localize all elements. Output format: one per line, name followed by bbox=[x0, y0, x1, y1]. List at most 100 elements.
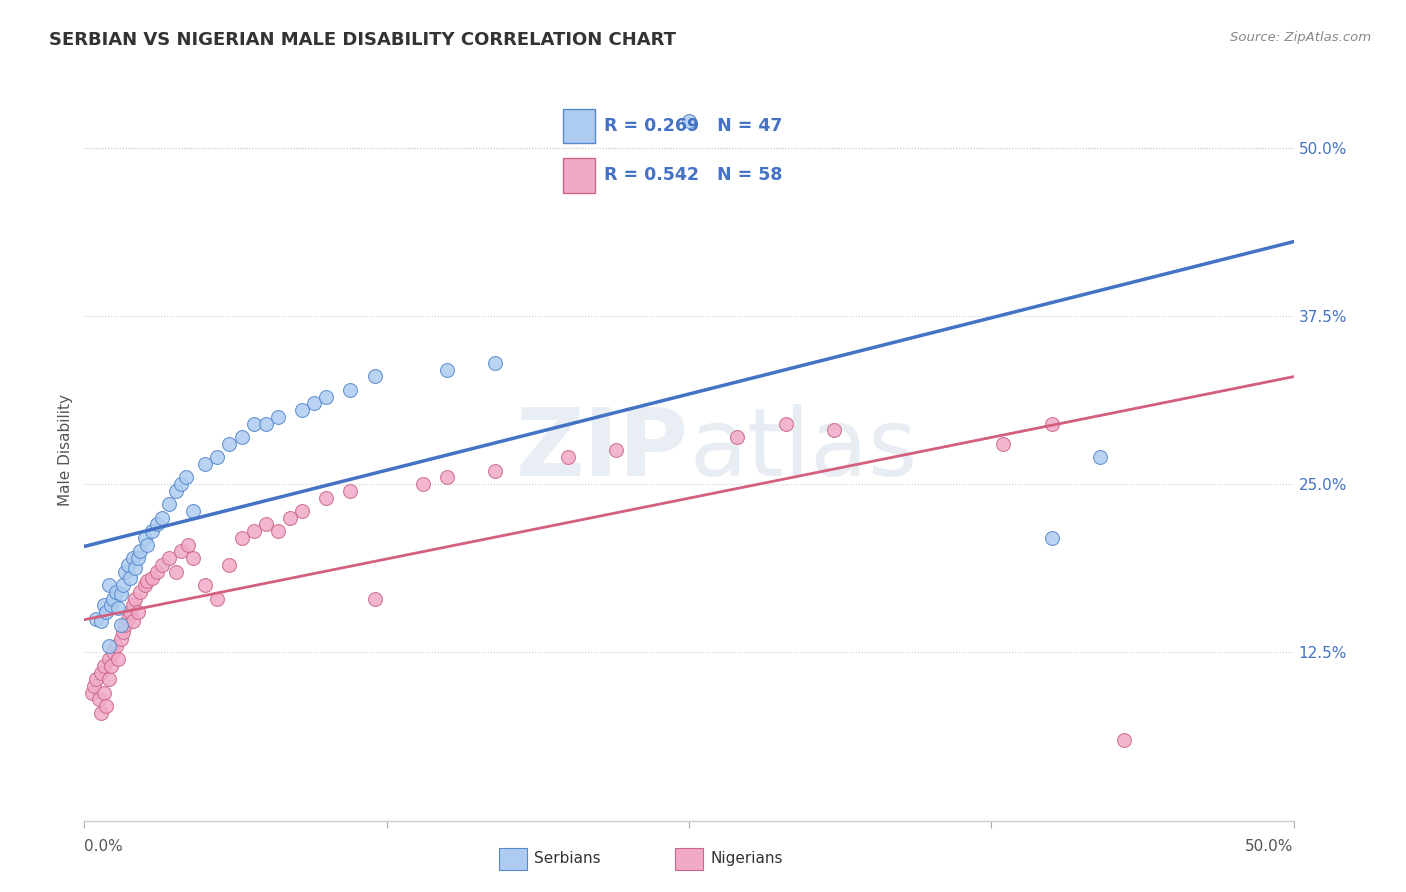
Point bbox=[484, 464, 506, 478]
Point bbox=[87, 692, 110, 706]
Point bbox=[339, 483, 361, 498]
Text: atlas: atlas bbox=[689, 404, 917, 497]
Point bbox=[114, 618, 136, 632]
Point bbox=[315, 491, 337, 505]
Text: 50.0%: 50.0% bbox=[1246, 839, 1294, 855]
Point bbox=[146, 565, 169, 579]
Point bbox=[242, 524, 264, 539]
Point bbox=[120, 605, 142, 619]
Point bbox=[121, 615, 143, 629]
Point bbox=[339, 383, 361, 397]
Point bbox=[107, 652, 129, 666]
Point bbox=[112, 625, 135, 640]
Point bbox=[218, 558, 240, 572]
Point bbox=[194, 578, 217, 592]
Point bbox=[93, 599, 115, 613]
Point bbox=[775, 417, 797, 431]
Point bbox=[134, 531, 156, 545]
Point bbox=[993, 436, 1015, 450]
Point bbox=[117, 558, 139, 572]
Point bbox=[267, 524, 290, 539]
Point bbox=[127, 551, 149, 566]
Point bbox=[83, 679, 105, 693]
Point bbox=[97, 639, 120, 653]
Text: Nigerians: Nigerians bbox=[710, 852, 783, 866]
Text: ZIP: ZIP bbox=[516, 404, 689, 497]
Point bbox=[120, 571, 142, 585]
Point bbox=[231, 531, 253, 545]
Point bbox=[412, 477, 434, 491]
Point bbox=[302, 396, 325, 410]
Point bbox=[181, 504, 204, 518]
Point bbox=[1040, 531, 1063, 545]
Point bbox=[80, 686, 103, 700]
Point bbox=[291, 504, 314, 518]
Point bbox=[1114, 732, 1136, 747]
Point bbox=[436, 362, 458, 376]
Point bbox=[93, 686, 115, 700]
Point bbox=[157, 551, 180, 566]
Point bbox=[86, 612, 108, 626]
Point bbox=[112, 578, 135, 592]
Point bbox=[121, 599, 143, 613]
Text: Serbians: Serbians bbox=[534, 852, 600, 866]
Point bbox=[181, 551, 204, 566]
Point bbox=[231, 430, 253, 444]
Point bbox=[315, 390, 337, 404]
Point bbox=[136, 574, 159, 588]
Point bbox=[174, 470, 197, 484]
Point bbox=[254, 517, 277, 532]
Point bbox=[363, 369, 385, 384]
Point bbox=[436, 470, 458, 484]
Point bbox=[605, 443, 627, 458]
Point bbox=[678, 113, 700, 128]
Point bbox=[150, 510, 173, 524]
Point bbox=[170, 544, 193, 558]
Point bbox=[97, 673, 120, 687]
Point bbox=[110, 587, 132, 601]
Point bbox=[100, 658, 122, 673]
Point bbox=[90, 706, 112, 720]
Point bbox=[104, 639, 127, 653]
Point bbox=[90, 615, 112, 629]
Point bbox=[141, 571, 163, 585]
Point bbox=[86, 673, 108, 687]
Point bbox=[117, 612, 139, 626]
Point bbox=[94, 605, 117, 619]
Point bbox=[129, 584, 152, 599]
Point bbox=[103, 645, 125, 659]
Point bbox=[93, 658, 115, 673]
Point bbox=[110, 618, 132, 632]
Point bbox=[124, 591, 146, 606]
Point bbox=[157, 497, 180, 511]
Text: 0.0%: 0.0% bbox=[84, 839, 124, 855]
Point bbox=[1088, 450, 1111, 465]
Point bbox=[267, 409, 290, 424]
Point bbox=[194, 457, 217, 471]
Point bbox=[129, 544, 152, 558]
Point bbox=[124, 560, 146, 574]
Point bbox=[165, 565, 187, 579]
Point bbox=[254, 417, 277, 431]
Point bbox=[363, 591, 385, 606]
Point bbox=[134, 578, 156, 592]
Point bbox=[150, 558, 173, 572]
Point bbox=[104, 584, 127, 599]
Point bbox=[207, 591, 229, 606]
Point bbox=[291, 403, 314, 417]
Point bbox=[100, 599, 122, 613]
Point bbox=[103, 591, 125, 606]
Point bbox=[107, 601, 129, 615]
Point bbox=[218, 436, 240, 450]
Point bbox=[114, 565, 136, 579]
Point bbox=[170, 477, 193, 491]
Point bbox=[278, 510, 301, 524]
Text: Source: ZipAtlas.com: Source: ZipAtlas.com bbox=[1230, 31, 1371, 45]
Point bbox=[165, 483, 187, 498]
Point bbox=[177, 538, 200, 552]
Point bbox=[725, 430, 748, 444]
Point bbox=[127, 605, 149, 619]
Point bbox=[136, 538, 159, 552]
Point bbox=[1040, 417, 1063, 431]
Point bbox=[90, 665, 112, 680]
